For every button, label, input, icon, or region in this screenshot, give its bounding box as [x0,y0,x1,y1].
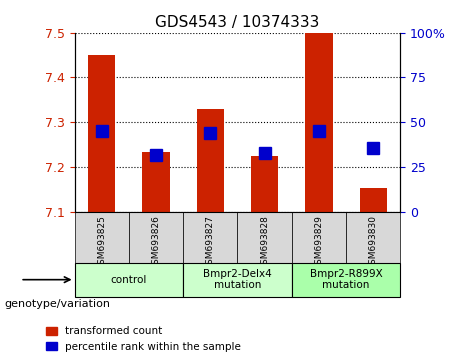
Text: GSM693827: GSM693827 [206,215,215,270]
Text: Bmpr2-Delx4
mutation: Bmpr2-Delx4 mutation [203,269,272,291]
Bar [360,188,387,212]
FancyBboxPatch shape [292,263,401,297]
Bar [251,156,278,212]
Text: genotype/variation: genotype/variation [5,299,111,309]
Bar [142,152,170,212]
Text: GSM693830: GSM693830 [369,215,378,270]
FancyBboxPatch shape [75,263,183,297]
Text: GSM693826: GSM693826 [152,215,160,270]
FancyBboxPatch shape [183,212,237,263]
Text: control: control [111,275,147,285]
FancyBboxPatch shape [237,212,292,263]
Text: GSM693829: GSM693829 [314,215,324,270]
Title: GDS4543 / 10374333: GDS4543 / 10374333 [155,15,319,30]
FancyBboxPatch shape [129,212,183,263]
FancyBboxPatch shape [75,212,129,263]
FancyBboxPatch shape [292,212,346,263]
Bar [197,109,224,212]
Text: Bmpr2-R899X
mutation: Bmpr2-R899X mutation [310,269,383,291]
Bar [305,33,332,212]
Text: GSM693825: GSM693825 [97,215,106,270]
FancyBboxPatch shape [183,263,292,297]
FancyBboxPatch shape [346,212,401,263]
Text: GSM693828: GSM693828 [260,215,269,270]
Legend: transformed count, percentile rank within the sample: transformed count, percentile rank withi… [42,322,245,354]
Bar [88,55,115,212]
